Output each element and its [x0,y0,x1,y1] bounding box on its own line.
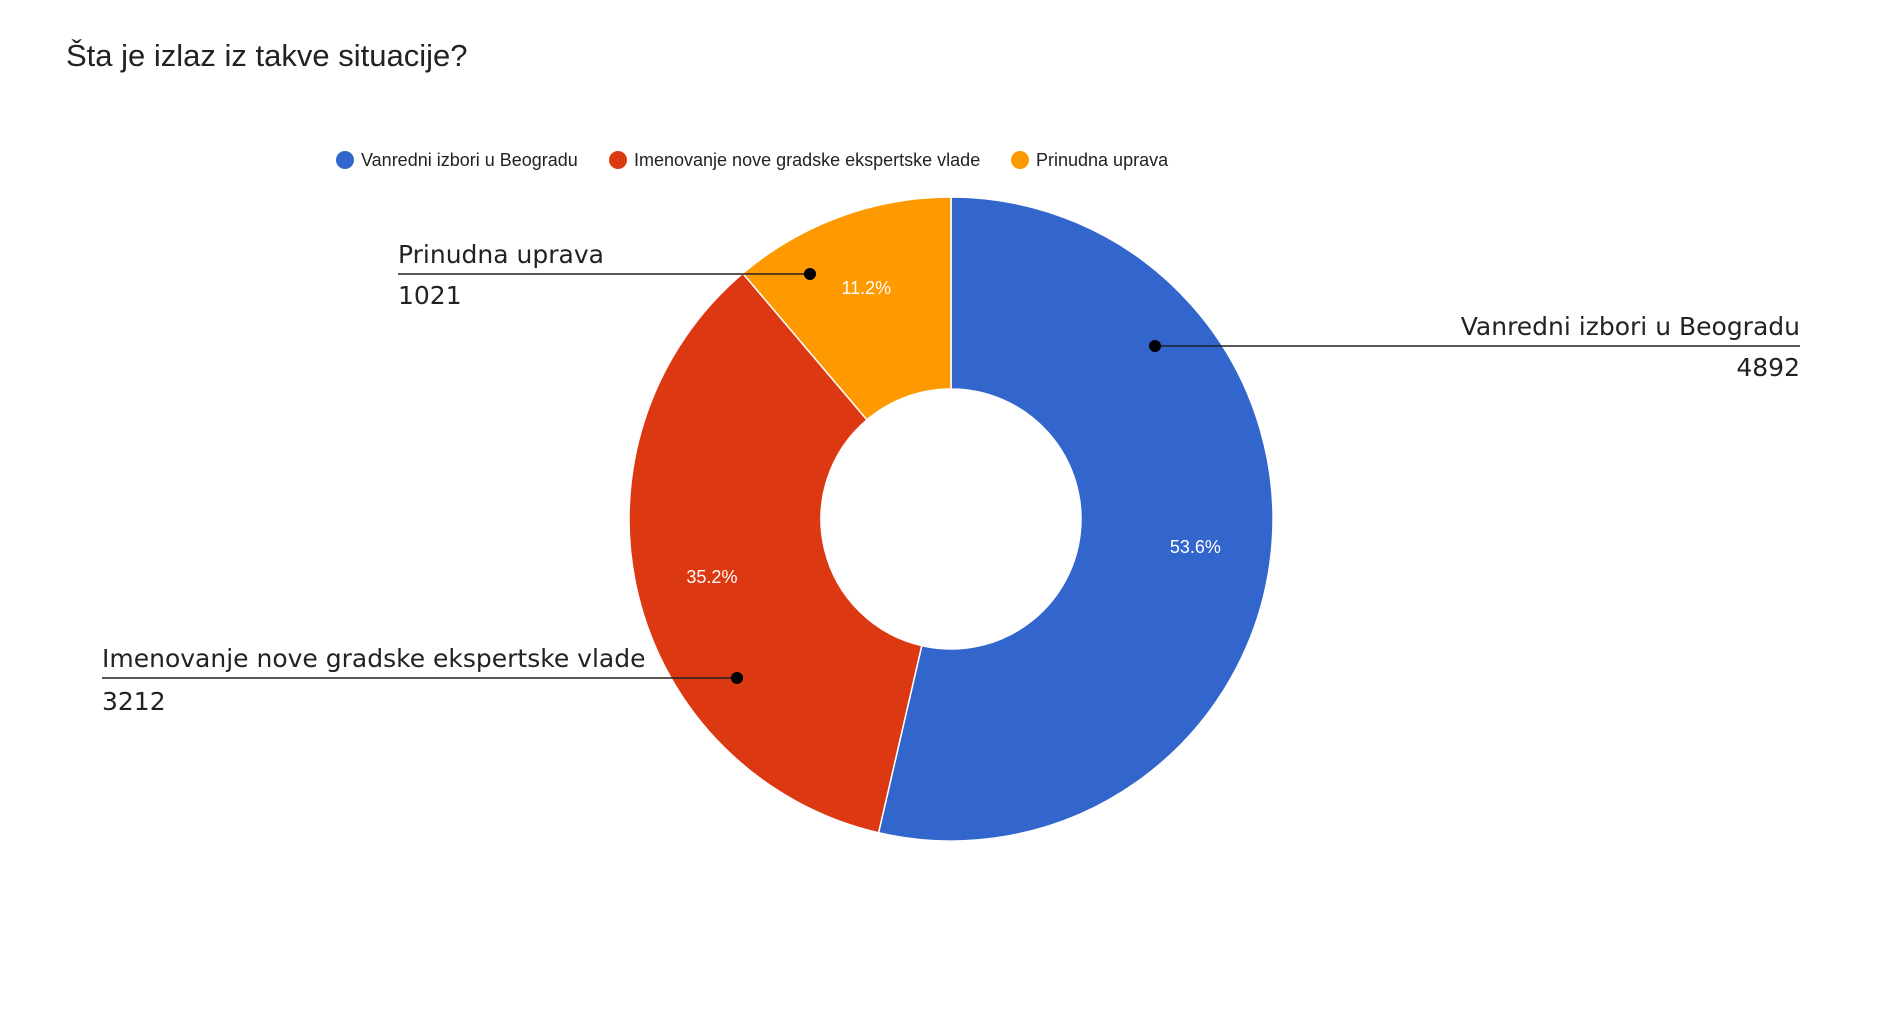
callout-dot-prinudna-uprava [804,268,816,280]
callout-imenovanje: Imenovanje nove gradske ekspertske vlade… [102,644,743,716]
legend-item-imenovanje[interactable]: Imenovanje nove gradske ekspertske vlade [609,150,980,170]
legend-label-imenovanje: Imenovanje nove gradske ekspertske vlade [634,150,980,170]
percent-labels: 53.6% 35.2% 11.2% [686,278,1221,587]
legend: Vanredni izbori u Beogradu Imenovanje no… [336,150,1169,170]
legend-item-vanredni-izbori[interactable]: Vanredni izbori u Beogradu [336,150,578,170]
callout-value-prinudna-uprava: 1021 [398,281,462,310]
callout-value-imenovanje: 3212 [102,687,166,716]
callout-label-vanredni-izbori: Vanredni izbori u Beogradu [1461,312,1800,341]
percent-label-prinudna-uprava: 11.2% [841,278,891,298]
callout-prinudna-uprava: Prinudna uprava 1021 [398,240,816,310]
percent-label-imenovanje: 35.2% [686,567,737,587]
callout-label-prinudna-uprava: Prinudna uprava [398,240,604,269]
legend-swatch-prinudna-uprava [1011,151,1029,169]
callouts: Vanredni izbori u Beogradu 4892 Imenovan… [102,240,1800,716]
legend-item-prinudna-uprava[interactable]: Prinudna uprava [1011,150,1169,170]
percent-label-vanredni-izbori: 53.6% [1170,537,1221,557]
callout-dot-imenovanje [731,672,743,684]
legend-swatch-imenovanje [609,151,627,169]
slice-prinudna-uprava[interactable] [741,196,952,421]
chart-title: Šta je izlaz iz takve situacije? [66,38,467,73]
slice-imenovanje[interactable] [628,272,923,834]
callout-label-imenovanje: Imenovanje nove gradske ekspertske vlade [102,644,645,673]
legend-swatch-vanredni-izbori [336,151,354,169]
callout-dot-vanredni-izbori [1149,340,1161,352]
legend-label-prinudna-uprava: Prinudna uprava [1036,150,1169,170]
callout-vanredni-izbori: Vanredni izbori u Beogradu 4892 [1149,312,1800,382]
slice-vanredni-izbori[interactable] [877,196,1274,842]
slices [628,196,1274,842]
callout-value-vanredni-izbori: 4892 [1736,353,1800,382]
legend-label-vanredni-izbori: Vanredni izbori u Beogradu [361,150,578,170]
